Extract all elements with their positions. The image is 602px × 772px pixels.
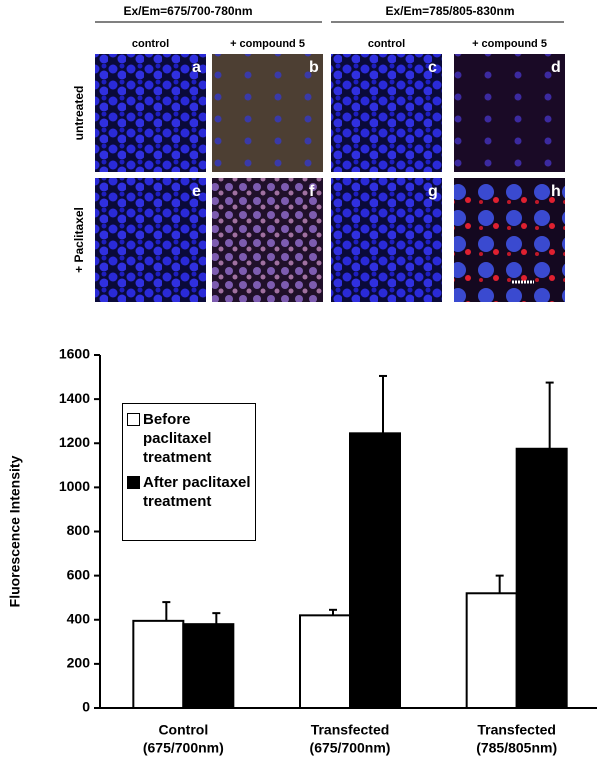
y-tick-label: 200 — [67, 655, 91, 671]
column-header: Ex/Em=675/700-780nm — [123, 4, 252, 18]
column-subheader: control — [368, 38, 405, 50]
legend-swatch — [127, 413, 140, 426]
micrograph — [331, 54, 442, 172]
panel-letter: e — [192, 183, 201, 200]
micrograph — [454, 54, 565, 172]
panel-letter: c — [428, 59, 437, 76]
x-tick-label: (785/805nm) — [476, 740, 557, 756]
bar — [299, 614, 351, 710]
micrograph — [331, 178, 442, 302]
micrograph — [454, 178, 565, 302]
legend-label: Before paclitaxel treatment — [143, 411, 212, 466]
y-axis-label: Fluorescence Intensity — [7, 455, 23, 607]
column-header: Ex/Em=785/805-830nm — [385, 4, 514, 18]
panel-letter: h — [551, 183, 561, 200]
micrograph — [212, 178, 323, 302]
bar — [515, 447, 568, 709]
legend-swatch — [127, 476, 140, 489]
panel-letter: d — [551, 59, 561, 76]
legend-entry: Before paclitaxel treatment — [127, 410, 251, 467]
micrograph — [95, 178, 206, 302]
row-label: untreated — [72, 86, 86, 141]
x-tick-label: (675/700nm) — [310, 740, 391, 756]
y-tick-label: 1000 — [59, 478, 90, 494]
x-tick-label: Control — [158, 722, 208, 738]
y-tick-label: 400 — [67, 610, 91, 626]
bar — [349, 432, 401, 709]
y-tick-label: 0 — [82, 699, 90, 715]
micrograph — [212, 54, 323, 172]
y-tick-label: 800 — [67, 522, 91, 538]
legend-entry: After paclitaxel treatment — [127, 473, 251, 511]
x-tick-label: (675/700nm) — [143, 740, 224, 756]
bar — [465, 592, 518, 710]
column-subheader: control — [132, 38, 169, 50]
y-tick-label: 1600 — [59, 346, 90, 362]
row-label: + Paclitaxel — [72, 207, 86, 273]
y-tick-label: 600 — [67, 566, 91, 582]
x-tick-label: Transfected — [311, 722, 390, 738]
panel-letter: g — [428, 183, 438, 200]
bar — [182, 623, 235, 709]
y-tick-label: 1400 — [59, 390, 90, 406]
panel-letter: b — [309, 59, 319, 76]
panel-letter: f — [309, 183, 315, 200]
y-tick-label: 1200 — [59, 434, 90, 450]
column-subheader: + compound 5 — [472, 38, 547, 50]
bar — [132, 619, 185, 710]
column-subheader: + compound 5 — [230, 38, 305, 50]
x-tick-label: Transfected — [477, 722, 556, 738]
legend: Before paclitaxel treatment After paclita… — [122, 403, 256, 541]
micrograph — [95, 54, 206, 172]
panel-letter: a — [192, 59, 201, 76]
legend-label: After paclitaxel treatment — [143, 474, 251, 510]
